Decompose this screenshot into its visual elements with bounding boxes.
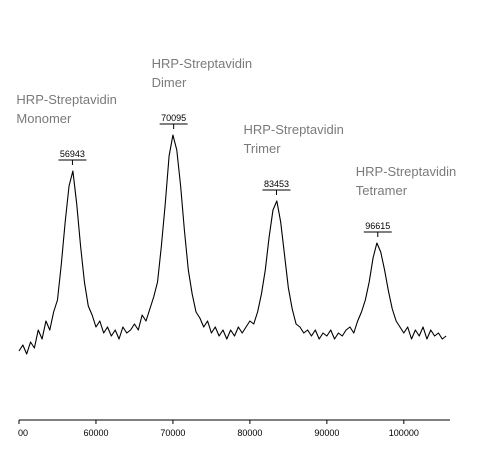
peak-name: Tetramer xyxy=(356,183,408,198)
x-tick-label: 90000 xyxy=(314,428,339,438)
peak-label: 70095 xyxy=(161,113,186,123)
peak-name: HRP-Streptavidin xyxy=(152,56,252,71)
peak-label: 56943 xyxy=(60,149,85,159)
x-tick-label: 70000 xyxy=(160,428,185,438)
x-tick-label: 80000 xyxy=(237,428,262,438)
peak-name: Trimer xyxy=(243,141,281,156)
peak-name: HRP-Streptavidin xyxy=(243,122,343,137)
x-tick-label: 100000 xyxy=(389,428,419,438)
peak-name: Dimer xyxy=(152,75,187,90)
peak-label: 83453 xyxy=(264,179,289,189)
x-tick-label: 00 xyxy=(18,428,28,438)
spectrum-line xyxy=(18,134,447,355)
x-tick-label: 60000 xyxy=(83,428,108,438)
peak-label: 96615 xyxy=(365,221,390,231)
peak-name: HRP-Streptavidin xyxy=(356,164,456,179)
peak-name: Monomer xyxy=(16,111,72,126)
peak-name: HRP-Streptavidin xyxy=(16,92,116,107)
